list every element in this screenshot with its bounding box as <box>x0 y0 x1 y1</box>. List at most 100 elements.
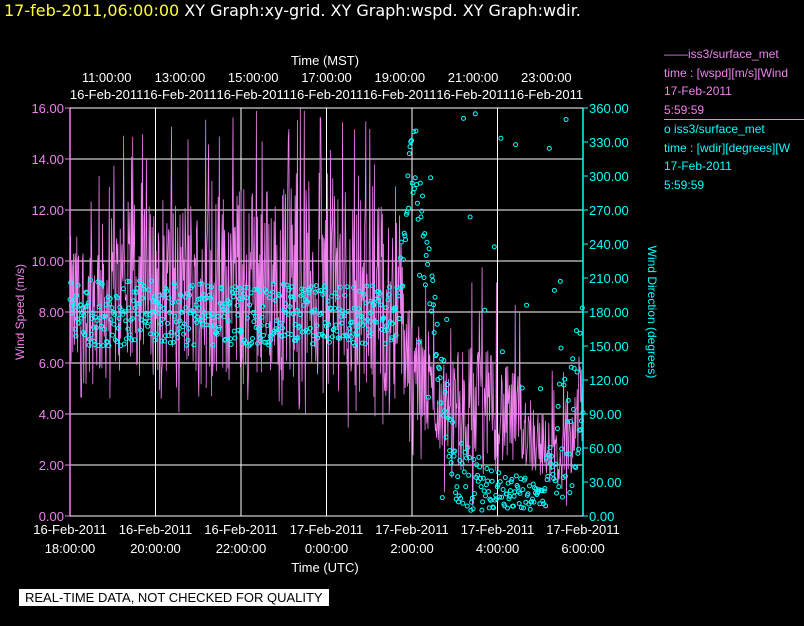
legend-wdir-time: 5:59:59 <box>664 177 705 192</box>
wdir-point <box>115 325 121 331</box>
wdir-point <box>78 302 84 308</box>
wdir-point <box>270 281 276 287</box>
wdir-point <box>381 327 387 333</box>
top-tick-date: 16-Feb-2011 <box>290 87 363 102</box>
wdir-point <box>280 325 285 331</box>
wdir-point <box>233 290 239 296</box>
wdir-point <box>499 494 505 500</box>
wdir-point <box>544 477 550 483</box>
wdir-point <box>102 313 108 319</box>
wdir-point <box>132 305 138 311</box>
wdir-point <box>295 335 301 341</box>
wdir-point <box>239 328 244 333</box>
right-tick-label: 120.00 <box>589 373 629 388</box>
wdir-point <box>161 305 167 311</box>
wdir-point <box>554 426 560 432</box>
wdir-point <box>214 331 220 337</box>
wdir-point <box>359 314 365 320</box>
top-axis-title: Time (MST) <box>291 53 359 68</box>
bottom-tick-date: 17-Feb-2011 <box>461 522 534 537</box>
wdir-point <box>243 340 249 346</box>
wdir-point <box>547 445 553 451</box>
wdir-point <box>307 325 313 331</box>
wdir-point <box>481 488 487 494</box>
wdir-point <box>210 342 216 348</box>
wdir-point <box>292 321 298 327</box>
grid <box>69 107 584 517</box>
wdir-point <box>194 320 200 325</box>
top-tick-time: 11:00:00 <box>82 70 132 85</box>
left-tick-label: 14.00 <box>31 152 64 167</box>
wdir-point <box>484 466 490 471</box>
right-axis-title: Wind Direction (degrees) <box>645 246 659 379</box>
wdir-point <box>285 311 291 317</box>
wdir-point <box>356 306 362 312</box>
wdir-point <box>114 339 120 345</box>
wdir-point <box>542 486 548 491</box>
wdir-point <box>397 316 403 322</box>
right-tick-label: 360.00 <box>589 101 629 116</box>
quality-warning-banner: REAL-TIME DATA, NOT CHECKED FOR QUALITY <box>19 589 329 606</box>
wdir-point <box>130 298 136 304</box>
wdir-point <box>145 323 151 329</box>
wdir-point <box>71 297 77 303</box>
wdir-point <box>521 505 527 511</box>
wdir-point <box>272 297 278 303</box>
wdir-point <box>485 478 491 484</box>
wdir-point <box>176 299 181 305</box>
wdir-point <box>106 343 112 349</box>
wdir-point <box>334 328 340 334</box>
top-tick-time: 17:00:00 <box>301 70 352 85</box>
wdir-point <box>110 332 115 338</box>
wdir-point <box>109 305 115 311</box>
wdir-point <box>326 339 332 345</box>
wdir-point <box>513 473 519 479</box>
wdir-point <box>573 328 579 334</box>
wdir-point <box>525 491 531 497</box>
wdir-point <box>297 312 303 318</box>
wdir-point <box>73 333 79 339</box>
wdir-point <box>325 298 331 304</box>
wdir-point <box>100 343 106 349</box>
wdir-point <box>323 287 329 293</box>
wdir-point <box>284 282 290 288</box>
wdir-point <box>314 323 320 329</box>
wdir-point <box>82 332 88 338</box>
bottom-tick-date: 16-Feb-2011 <box>204 522 277 537</box>
wdir-point <box>383 305 389 311</box>
wdir-point <box>341 313 347 319</box>
wdir-point <box>472 491 477 497</box>
wdir-point <box>145 287 151 293</box>
wdir-point <box>438 400 444 406</box>
wdir-point <box>531 499 537 505</box>
wdir-point <box>498 135 504 141</box>
wdir-point <box>289 284 295 290</box>
wdir-point <box>146 318 152 324</box>
wdir-point <box>208 295 214 301</box>
wdir-point <box>264 323 270 328</box>
right-tick-label: 180.00 <box>589 305 629 320</box>
wdir-point <box>412 175 418 181</box>
wdir-point <box>449 471 455 477</box>
wdir-point <box>398 239 404 245</box>
wdir-point <box>134 285 140 291</box>
wdir-point <box>108 317 114 323</box>
top-tick-date: 16-Feb-2011 <box>143 87 216 102</box>
wdir-point <box>74 292 80 298</box>
wdir-point <box>554 490 560 496</box>
wdir-point <box>402 233 408 239</box>
wdir-point <box>338 313 344 319</box>
wdir-point <box>261 332 266 338</box>
wdir-point <box>157 303 163 309</box>
wdir-point <box>310 341 316 347</box>
wdir-point <box>121 286 126 292</box>
legend-wspd-variable: time : [wspd][m/s][Wind <box>664 65 789 80</box>
wdir-point <box>230 294 236 300</box>
wdir-point <box>86 342 92 348</box>
wdir-point <box>127 332 133 338</box>
wdir-point <box>211 315 217 321</box>
wdir-point <box>255 326 261 332</box>
wdir-point <box>414 200 420 206</box>
wdir-point <box>455 474 461 480</box>
wdir-point <box>151 294 157 300</box>
